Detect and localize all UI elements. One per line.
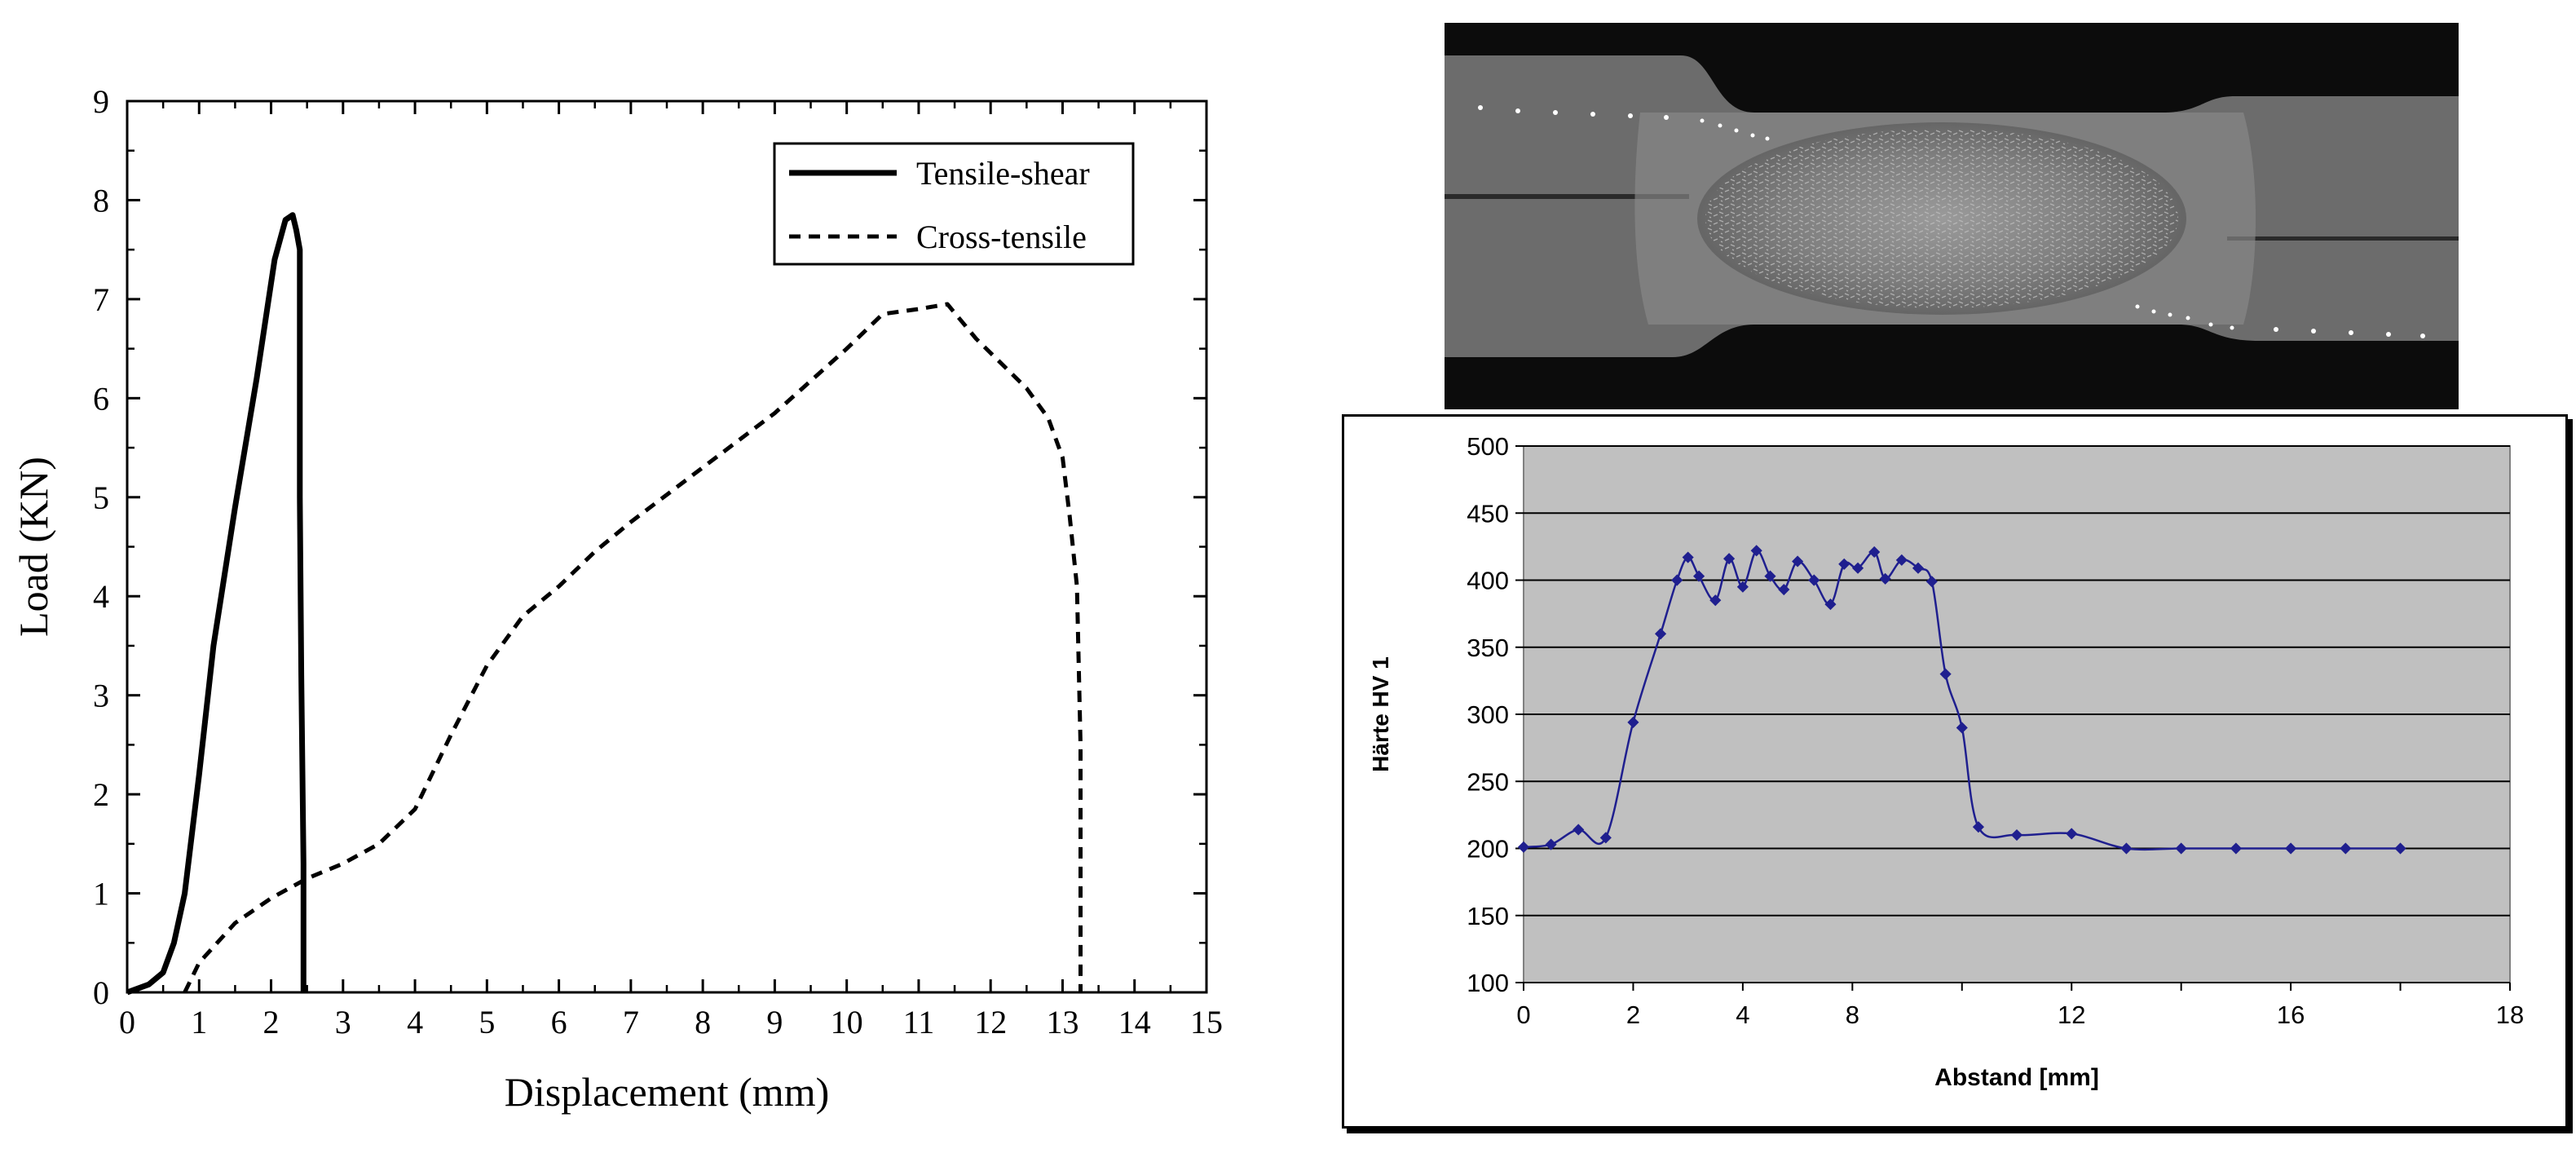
x-axis-title: Displacement (mm) xyxy=(505,1069,830,1115)
legend-label: Cross-tensile xyxy=(916,219,1087,255)
y-tick-label: 6 xyxy=(93,380,109,417)
y-axis-title: Härte HV 1 xyxy=(1368,656,1393,772)
x-tick-label: 2 xyxy=(263,1004,280,1040)
data-point xyxy=(1925,576,1938,588)
y-tick-label: 8 xyxy=(93,182,109,219)
y-tick-label: 500 xyxy=(1467,432,1509,461)
x-tick-label: 16 xyxy=(2277,1001,2305,1029)
y-tick-label: 250 xyxy=(1467,767,1509,796)
y-tick-label: 5 xyxy=(93,479,109,516)
data-point xyxy=(1654,628,1667,640)
x-tick-label: 2 xyxy=(1626,1001,1640,1029)
data-point xyxy=(1824,599,1837,611)
y-tick-label: 0 xyxy=(93,974,109,1011)
x-tick-label: 0 xyxy=(119,1004,135,1040)
x-tick-label: 3 xyxy=(335,1004,351,1040)
x-tick-label: 12 xyxy=(2058,1001,2085,1029)
data-point xyxy=(1778,583,1790,596)
legend-box xyxy=(773,142,1135,266)
data-point xyxy=(1972,821,1985,833)
x-tick-label: 4 xyxy=(407,1004,423,1040)
x-tick-label: 7 xyxy=(623,1004,639,1040)
y-tick-label: 2 xyxy=(93,776,109,813)
x-tick-label: 1 xyxy=(191,1004,207,1040)
y-tick-label: 100 xyxy=(1467,969,1509,997)
y-tick-label: 400 xyxy=(1467,567,1509,595)
y-tick-label: 9 xyxy=(93,83,109,120)
x-tick-label: 18 xyxy=(2496,1001,2524,1029)
data-point xyxy=(2120,842,2133,855)
x-tick-label: 6 xyxy=(551,1004,567,1040)
data-point xyxy=(2340,842,2352,855)
x-tick-label: 4 xyxy=(1736,1001,1749,1029)
data-point xyxy=(1517,841,1530,853)
y-tick-label: 200 xyxy=(1467,835,1509,864)
y-tick-label: 450 xyxy=(1467,499,1509,528)
legend-label: Tensile-shear xyxy=(916,155,1090,192)
x-tick-label: 10 xyxy=(831,1004,863,1040)
hardness-profile-frame: 100 150 200 250 300 350 400 450 500 0 2 4 8 12 16 18 Abs… xyxy=(1342,414,2568,1129)
x-axis-title: Abstand [mm] xyxy=(1934,1064,2099,1091)
data-point xyxy=(1723,553,1736,565)
data-point xyxy=(1851,562,1864,574)
tensile-load-chart: 0 1 2 3 4 5 6 7 8 9 10 11 12 13 14 150123456789Displace… xyxy=(11,83,1223,1115)
x-tick-label: 5 xyxy=(479,1004,495,1040)
y-tick-label: 1 xyxy=(93,876,109,912)
y-tick-label: 300 xyxy=(1467,700,1509,729)
y-tick-label: 7 xyxy=(93,281,109,318)
x-tick-label: 0 xyxy=(1516,1001,1530,1029)
y-tick-label: 3 xyxy=(93,678,109,714)
data-point xyxy=(1750,545,1762,557)
series-line-cross-tensile xyxy=(183,302,1083,994)
data-point xyxy=(2394,842,2406,855)
x-tick-label: 11 xyxy=(903,1004,935,1040)
weld-cross-section-image xyxy=(1445,23,2459,409)
x-tick-label: 14 xyxy=(1118,1004,1151,1040)
x-tick-label: 8 xyxy=(695,1004,711,1040)
y-tick-label: 150 xyxy=(1467,902,1509,930)
y-tick-label: 4 xyxy=(93,578,109,615)
series-line-tensile-shear xyxy=(126,212,307,996)
x-tick-label: 12 xyxy=(974,1004,1007,1040)
y-axis-title: Load (KN) xyxy=(11,457,56,637)
x-tick-label: 13 xyxy=(1046,1004,1078,1040)
x-tick-label: 8 xyxy=(1846,1001,1859,1029)
x-tick-label: 9 xyxy=(766,1004,783,1040)
y-tick-label: 350 xyxy=(1467,634,1509,662)
hardness-profile-chart: 100 150 200 250 300 350 400 450 500 0 2 4 8 12 16 18 Abs… xyxy=(1368,432,2524,1091)
x-tick-label: 15 xyxy=(1190,1004,1223,1040)
data-point xyxy=(1627,716,1639,728)
